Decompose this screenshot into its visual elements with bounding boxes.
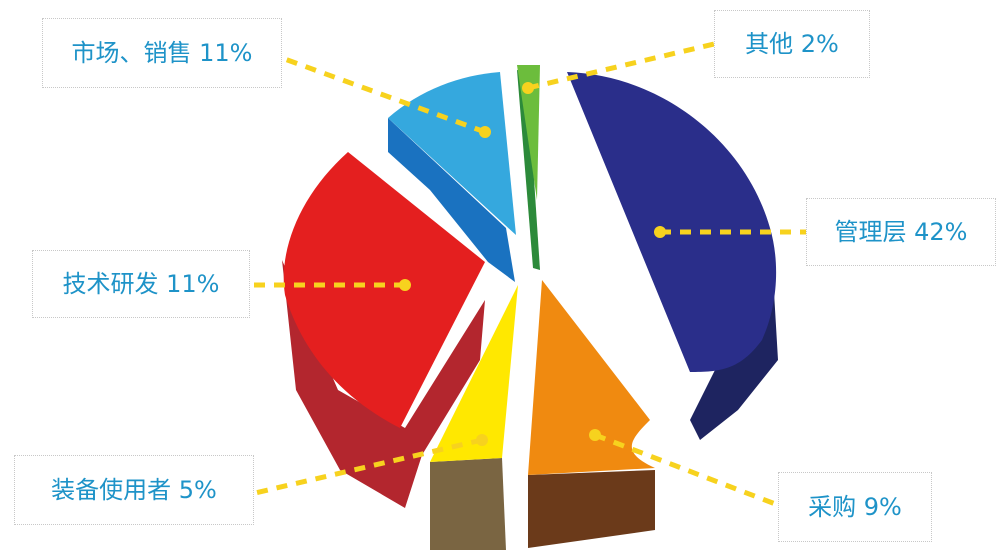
pie-tops — [283, 65, 777, 475]
label-purchasing-text: 采购 9% — [808, 493, 902, 521]
label-other-text: 其他 2% — [745, 30, 839, 58]
leader-dot-rd — [399, 279, 411, 291]
slice-rd — [283, 152, 485, 428]
label-purchasing: 采购 9% — [778, 472, 932, 542]
slice-side-other — [517, 70, 540, 270]
label-rd-text: 技术研发 11% — [62, 270, 220, 298]
slice-marketing — [388, 72, 516, 235]
slice-purchasing — [528, 280, 655, 475]
leader-dot-purchasing — [589, 429, 601, 441]
label-equipment-users-text: 装备使用者 5% — [51, 476, 217, 504]
slice-side-equipment-users — [430, 458, 506, 550]
slice-side-rd — [282, 260, 485, 508]
label-rd: 技术研发 11% — [32, 250, 250, 318]
label-equipment-users: 装备使用者 5% — [14, 455, 254, 525]
label-management: 管理层 42% — [806, 198, 996, 266]
leader-dot-management — [654, 226, 666, 238]
leader-dot-marketing — [479, 126, 491, 138]
leader-dot-equipment-users — [476, 434, 488, 446]
label-management-text: 管理层 42% — [834, 218, 968, 246]
leader-dot-other — [522, 82, 534, 94]
label-marketing-text: 市场、销售 11% — [71, 39, 253, 67]
slice-equipment-users — [430, 285, 518, 462]
slice-management — [567, 72, 777, 372]
leader-line-purchasing — [594, 432, 779, 508]
label-marketing: 市场、销售 11% — [42, 18, 282, 88]
label-other: 其他 2% — [714, 10, 870, 78]
leader-lines — [250, 41, 808, 508]
slice-side-marketing — [388, 118, 515, 282]
leader-dots — [399, 82, 666, 446]
leader-line-marketing — [281, 55, 486, 135]
slice-other — [517, 65, 540, 200]
slice-side-purchasing — [528, 470, 655, 548]
